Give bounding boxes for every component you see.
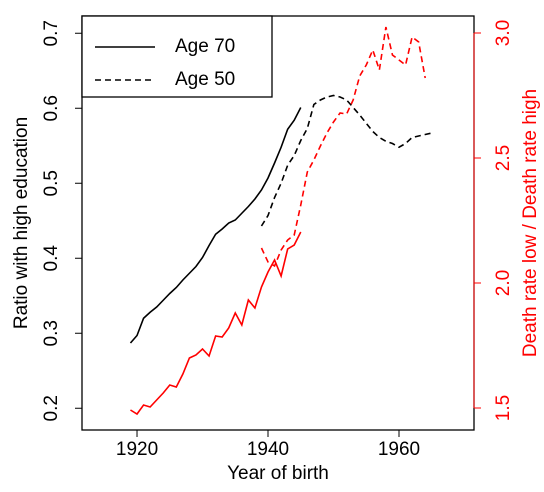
y-tick-label: 0.3 <box>41 320 62 346</box>
y-tick-label: 0.7 <box>41 20 62 46</box>
y2-tick-label: 3.0 <box>493 20 514 46</box>
x-tick-label: 1940 <box>247 439 289 460</box>
line-series <box>260 26 426 268</box>
y-tick-label: 0.5 <box>41 170 62 196</box>
y2-tick-label: 1.5 <box>493 395 514 421</box>
line-series <box>260 94 432 227</box>
line-series <box>130 231 302 416</box>
y-tick-label: 0.6 <box>41 95 62 121</box>
y-axis-label: Ratio with high education <box>11 117 32 329</box>
legend-label: Age 70 <box>175 36 235 57</box>
x-axis-label: Year of birth <box>227 463 329 484</box>
y-tick-label: 0.2 <box>41 395 62 421</box>
legend-label: Age 50 <box>175 69 235 90</box>
legend-box <box>81 15 273 98</box>
y-tick-label: 0.4 <box>41 245 62 272</box>
line-series <box>129 107 302 344</box>
y2-axis-label: Death rate low / Death rate high <box>520 89 541 357</box>
y2-tick-label: 2.0 <box>493 270 514 296</box>
x-tick-label: 1920 <box>116 439 158 460</box>
x-tick-label: 1960 <box>378 439 420 460</box>
y2-tick-label: 2.5 <box>493 145 514 171</box>
